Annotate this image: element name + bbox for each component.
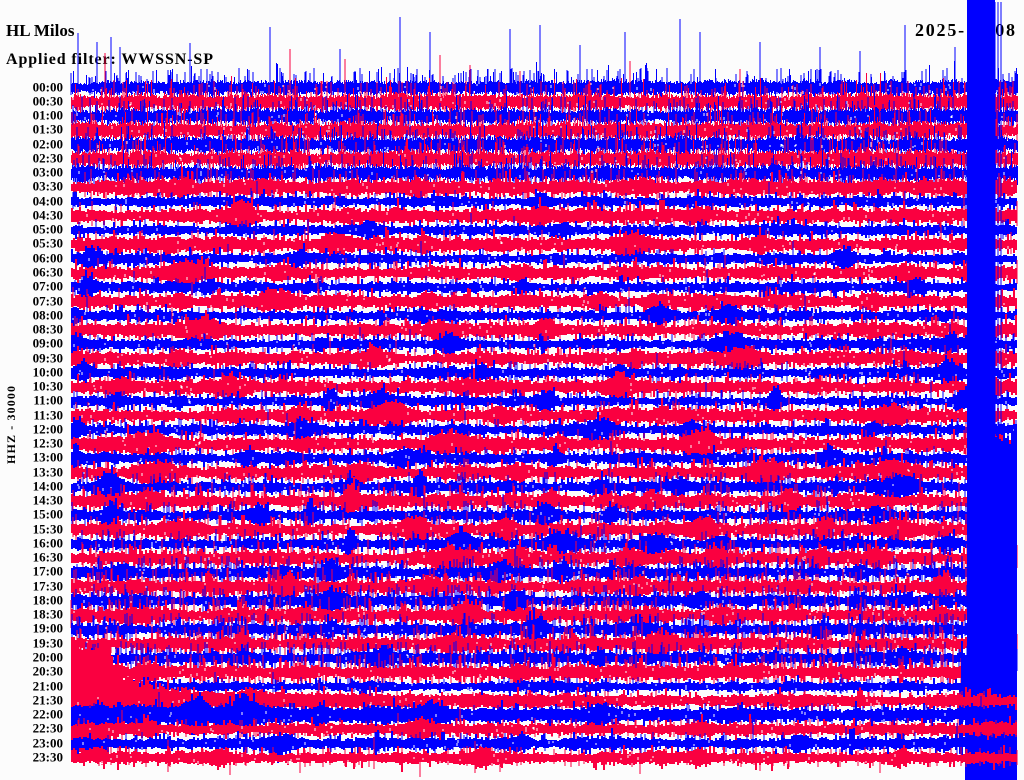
svg-text:Applied filter: WWSSN-SP: Applied filter: WWSSN-SP xyxy=(6,51,213,68)
svg-text:18:30: 18:30 xyxy=(33,606,63,621)
svg-text:00:30: 00:30 xyxy=(33,93,63,108)
svg-text:12:30: 12:30 xyxy=(33,435,63,450)
svg-text:13:00: 13:00 xyxy=(33,449,63,464)
svg-text:15:00: 15:00 xyxy=(33,506,63,521)
svg-text:04:30: 04:30 xyxy=(33,207,63,222)
svg-text:01:00: 01:00 xyxy=(33,107,63,122)
svg-text:04:00: 04:00 xyxy=(33,193,63,208)
svg-text:15:30: 15:30 xyxy=(33,521,63,536)
svg-text:HHZ - 30000: HHZ - 30000 xyxy=(4,386,18,464)
svg-text:01:30: 01:30 xyxy=(33,121,63,136)
svg-text:HL Milos: HL Milos xyxy=(6,21,75,40)
svg-text:03:00: 03:00 xyxy=(33,164,63,179)
svg-text:16:00: 16:00 xyxy=(33,535,63,550)
svg-text:14:00: 14:00 xyxy=(33,478,63,493)
svg-text:18:00: 18:00 xyxy=(33,592,63,607)
svg-text:16:30: 16:30 xyxy=(33,549,63,564)
svg-text:10:00: 10:00 xyxy=(33,364,63,379)
svg-text:17:30: 17:30 xyxy=(33,578,63,593)
svg-text:03:30: 03:30 xyxy=(33,178,63,193)
svg-text:23:30: 23:30 xyxy=(33,749,63,764)
svg-text:00:00: 00:00 xyxy=(33,79,63,94)
svg-text:19:00: 19:00 xyxy=(33,620,63,635)
svg-text:11:30: 11:30 xyxy=(33,407,63,422)
svg-text:21:30: 21:30 xyxy=(33,692,63,707)
svg-text:07:30: 07:30 xyxy=(33,293,63,308)
svg-text:21:00: 21:00 xyxy=(33,678,63,693)
svg-text:22:30: 22:30 xyxy=(33,720,63,735)
svg-text:2025-12-08: 2025-12-08 xyxy=(915,20,1015,40)
svg-text:14:30: 14:30 xyxy=(33,492,63,507)
svg-text:05:30: 05:30 xyxy=(33,235,63,250)
svg-text:09:30: 09:30 xyxy=(33,350,63,365)
svg-text:02:30: 02:30 xyxy=(33,150,63,165)
svg-text:20:30: 20:30 xyxy=(33,663,63,678)
svg-text:05:00: 05:00 xyxy=(33,221,63,236)
svg-text:02:00: 02:00 xyxy=(33,136,63,151)
svg-text:11:00: 11:00 xyxy=(33,392,63,407)
svg-text:08:00: 08:00 xyxy=(33,307,63,322)
svg-text:17:00: 17:00 xyxy=(33,563,63,578)
svg-text:07:00: 07:00 xyxy=(33,278,63,293)
svg-text:12:00: 12:00 xyxy=(33,421,63,436)
svg-text:19:30: 19:30 xyxy=(33,635,63,650)
svg-text:22:00: 22:00 xyxy=(33,706,63,721)
svg-text:10:30: 10:30 xyxy=(33,378,63,393)
svg-text:08:30: 08:30 xyxy=(33,321,63,336)
svg-text:06:30: 06:30 xyxy=(33,264,63,279)
svg-text:06:00: 06:00 xyxy=(33,250,63,265)
svg-text:13:30: 13:30 xyxy=(33,464,63,479)
svg-text:23:00: 23:00 xyxy=(33,735,63,750)
svg-text:09:00: 09:00 xyxy=(33,335,63,350)
svg-text:20:00: 20:00 xyxy=(33,649,63,664)
